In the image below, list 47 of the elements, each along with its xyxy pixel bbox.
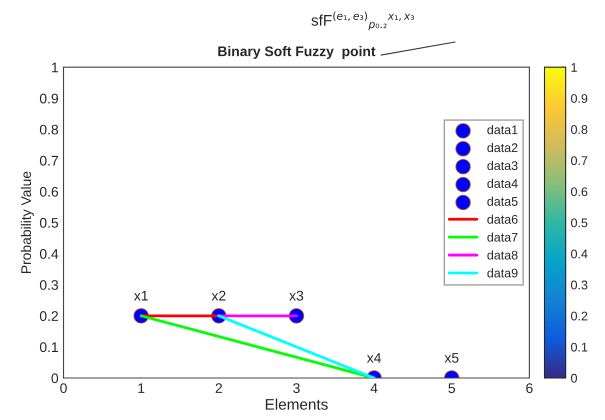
color-bar-label: 0.9: [571, 94, 588, 103]
legend-label: data9: [487, 268, 518, 278]
legend-label: data2: [487, 142, 518, 152]
x-tick-label: 4: [370, 383, 378, 393]
legend-label: data5: [487, 196, 518, 206]
y-tick-label: 0.1: [40, 342, 58, 352]
color-bar-label: 1: [571, 63, 577, 72]
color-bar-label: 0.6: [571, 187, 588, 196]
text: sfF$^{(e₁,e₃)}$$_{p₀.₂}$$^{x₁,x₃}$: [311, 12, 414, 30]
x-tick-label: 2: [216, 383, 222, 393]
color-bar-label: 0.8: [571, 125, 588, 134]
x-axis-title: Elements: [266, 398, 328, 410]
chart-title: Binary Soft Fuzzy point: [218, 46, 376, 59]
legend-label: data3: [487, 160, 518, 170]
y-tick-label: 0.8: [40, 124, 58, 135]
annotation: x3: [289, 290, 304, 301]
y-tick-label: 0.6: [40, 186, 58, 197]
color-bar-label: 0.7: [571, 156, 588, 166]
color-bar-label: 0.1: [571, 342, 588, 352]
legend-label: data6: [487, 214, 518, 224]
y-axis-title: Probability Value: [20, 172, 34, 274]
annotation: x4: [366, 353, 382, 363]
color-bar-label: 0.5: [571, 218, 588, 228]
annotation: x5: [444, 353, 458, 363]
x-tick-label: 6: [526, 383, 533, 394]
color-bar-label: 0: [571, 374, 577, 383]
annotation: x2: [212, 290, 226, 300]
x-tick-label: 0: [60, 383, 67, 394]
legend-label: data7: [487, 232, 518, 242]
y-tick-label: 1: [52, 62, 58, 72]
annotation: x1: [134, 290, 148, 300]
y-tick-label: 0.5: [40, 218, 58, 228]
legend-label: data8: [487, 250, 518, 260]
color-bar-label: 0.3: [571, 280, 588, 290]
y-tick-label: 0.3: [40, 280, 58, 290]
y-tick-label: 0.4: [40, 249, 58, 259]
x-tick-label: 1: [138, 383, 144, 393]
y-tick-label: 0: [51, 373, 58, 384]
y-tick-label: 0.9: [40, 94, 58, 104]
x-tick-label: 3: [293, 383, 300, 394]
color-bar-label: 0.2: [571, 312, 588, 320]
y-tick-label: 0.7: [40, 156, 58, 166]
legend-label: data1: [487, 125, 518, 134]
y-tick-label: 0.2: [40, 311, 58, 322]
x-tick-label: 5: [448, 383, 456, 394]
color-bar-label: 0.4: [571, 249, 588, 258]
legend-label: data4: [487, 178, 518, 188]
